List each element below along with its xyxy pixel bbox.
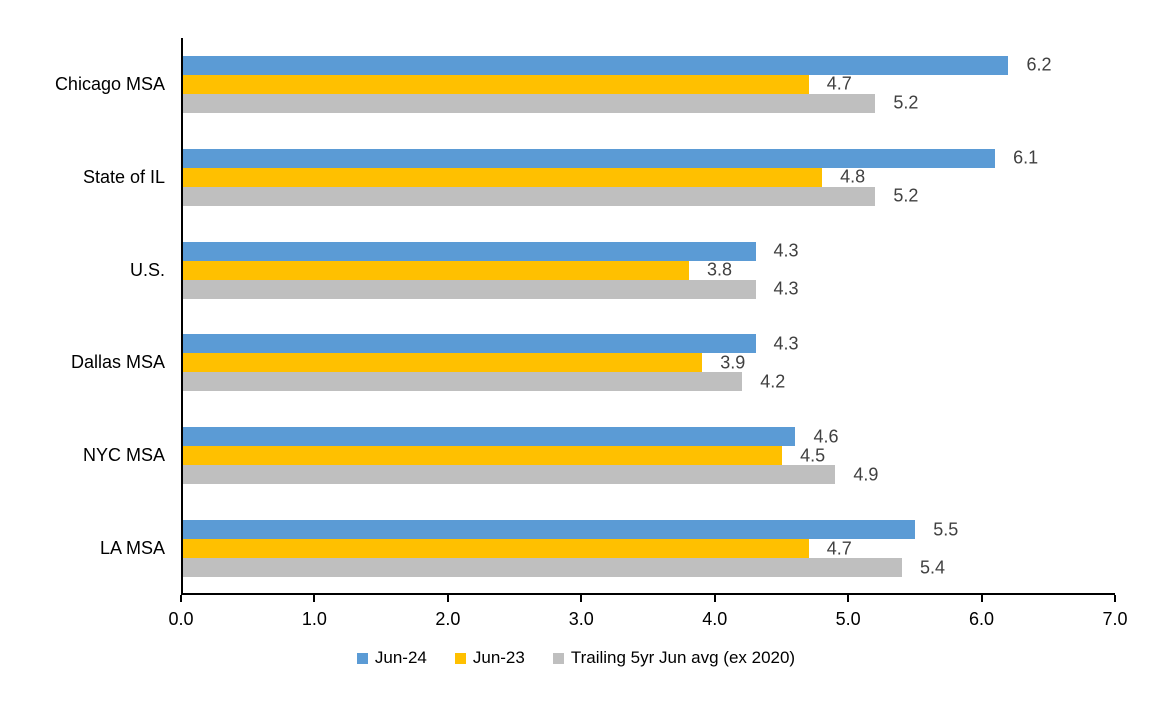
bar-group-chicago-msa: 6.2 4.7 5.2 xyxy=(183,38,1115,131)
legend-label: Jun-23 xyxy=(472,648,525,667)
value-label-trailing-5yr-jun-avg-ex-2020-state-of-il: 5.2 xyxy=(893,185,919,206)
bar-group-u-s: 4.3 3.8 4.3 xyxy=(183,224,1115,317)
plot-area: 6.2 4.7 5.2 6.1 4.8 5.2 4.3 3.8 4.3 4.3 3.9 4.2 4.6 4… xyxy=(181,38,1115,595)
legend-item-trailing-5yr-jun-avg-ex-2020: Trailing 5yr Jun avg (ex 2020) xyxy=(552,648,796,668)
bar-jun-24-u-s xyxy=(183,241,756,261)
category-label-nyc-msa: NYC MSA xyxy=(82,445,165,466)
bar-row: 4.6 xyxy=(183,426,1115,447)
y-axis-category-labels: Chicago MSA State of IL U.S. Dallas MSA NYC … xyxy=(0,38,165,595)
x-tick xyxy=(446,595,449,602)
bar-row: 4.3 xyxy=(183,333,1115,354)
bar-jun-24-la-msa xyxy=(183,520,916,540)
value-label-jun-23-nyc-msa: 4.5 xyxy=(800,445,826,466)
legend-label: Trailing 5yr Jun avg (ex 2020) xyxy=(570,648,796,667)
x-tick-label-4-0: 4.0 xyxy=(702,609,728,629)
bar-trailing-5yr-jun-avg-ex-2020-state-of-il xyxy=(183,186,876,206)
value-label-trailing-5yr-jun-avg-ex-2020-nyc-msa: 4.9 xyxy=(853,464,879,485)
legend-swatch-jun-23 xyxy=(454,652,466,664)
value-label-jun-24-chicago-msa: 6.2 xyxy=(1026,54,1052,75)
bar-row: 5.5 xyxy=(183,519,1115,540)
x-tick-label-7-0: 7.0 xyxy=(1102,609,1128,629)
category-label-chicago-msa: Chicago MSA xyxy=(54,73,165,94)
value-label-jun-23-state-of-il: 4.8 xyxy=(840,166,866,187)
bar-jun-23-state-of-il xyxy=(183,167,823,187)
value-label-jun-24-dallas-msa: 4.3 xyxy=(773,333,799,354)
bar-jun-23-chicago-msa xyxy=(183,74,809,94)
bar-jun-24-chicago-msa xyxy=(183,55,1009,75)
category-label-la-msa: LA MSA xyxy=(99,538,165,559)
category-label-u-s: U.S. xyxy=(129,259,165,280)
value-label-jun-24-la-msa: 5.5 xyxy=(933,519,959,540)
bar-row: 5.2 xyxy=(183,92,1115,113)
x-tick-label-5-0: 5.0 xyxy=(835,609,861,629)
bar-row: 4.7 xyxy=(183,538,1115,559)
bar-row: 4.7 xyxy=(183,73,1115,94)
bar-jun-24-state-of-il xyxy=(183,148,996,168)
x-tick xyxy=(713,595,716,602)
bar-row: 4.5 xyxy=(183,445,1115,466)
bar-group-la-msa: 5.5 4.7 5.4 xyxy=(183,502,1115,595)
bar-trailing-5yr-jun-avg-ex-2020-dallas-msa xyxy=(183,372,743,392)
value-label-jun-24-u-s: 4.3 xyxy=(773,240,799,261)
bar-jun-23-nyc-msa xyxy=(183,446,783,466)
legend-label: Jun-24 xyxy=(374,648,427,667)
value-label-trailing-5yr-jun-avg-ex-2020-chicago-msa: 5.2 xyxy=(893,92,919,113)
bar-trailing-5yr-jun-avg-ex-2020-nyc-msa xyxy=(183,465,836,485)
bar-trailing-5yr-jun-avg-ex-2020-u-s xyxy=(183,279,756,299)
x-tick xyxy=(180,595,182,602)
x-tick-label-1-0: 1.0 xyxy=(301,609,327,629)
bar-row: 4.9 xyxy=(183,464,1115,485)
x-tick-label-0-0: 0.0 xyxy=(168,609,194,629)
value-label-trailing-5yr-jun-avg-ex-2020-u-s: 4.3 xyxy=(773,278,799,299)
bar-jun-24-nyc-msa xyxy=(183,427,796,447)
value-label-jun-23-dallas-msa: 3.9 xyxy=(720,352,746,373)
x-tick xyxy=(1114,595,1116,602)
bar-group-nyc-msa: 4.6 4.5 4.9 xyxy=(183,409,1115,502)
bar-row: 5.2 xyxy=(183,185,1115,206)
bar-row: 6.1 xyxy=(183,147,1115,168)
bar-jun-24-dallas-msa xyxy=(183,334,756,354)
bar-row: 5.4 xyxy=(183,557,1115,578)
value-label-jun-23-u-s: 3.8 xyxy=(706,259,732,280)
value-label-trailing-5yr-jun-avg-ex-2020-dallas-msa: 4.2 xyxy=(760,371,786,392)
category-label-dallas-msa: Dallas MSA xyxy=(70,352,165,373)
value-label-jun-23-la-msa: 4.7 xyxy=(826,538,852,559)
x-axis: 0.0 1.0 2.0 3.0 4.0 5.0 6.0 7.0 xyxy=(168,595,1128,645)
bar-group-dallas-msa: 4.3 3.9 4.2 xyxy=(183,317,1115,410)
bar-row: 6.2 xyxy=(183,54,1115,75)
x-tick xyxy=(847,595,850,602)
category-label-state-of-il: State of IL xyxy=(82,166,165,187)
legend-swatch-trailing-5yr-jun-avg-ex-2020 xyxy=(552,652,564,664)
bar-row: 4.3 xyxy=(183,240,1115,261)
x-tick-label-3-0: 3.0 xyxy=(568,609,594,629)
bar-group-state-of-il: 6.1 4.8 5.2 xyxy=(183,131,1115,224)
bar-row: 4.8 xyxy=(183,166,1115,187)
value-label-jun-24-state-of-il: 6.1 xyxy=(1013,147,1039,168)
bar-row: 3.9 xyxy=(183,352,1115,373)
x-tick-label-2-0: 2.0 xyxy=(435,609,461,629)
bar-jun-23-la-msa xyxy=(183,539,809,559)
x-tick xyxy=(580,595,583,602)
bar-row: 3.8 xyxy=(183,259,1115,280)
legend-item-jun-23: Jun-23 xyxy=(454,648,525,668)
bar-trailing-5yr-jun-avg-ex-2020-chicago-msa xyxy=(183,93,876,113)
x-tick-label-6-0: 6.0 xyxy=(969,609,995,629)
x-tick xyxy=(313,595,316,602)
value-label-jun-23-chicago-msa: 4.7 xyxy=(826,73,852,94)
value-label-trailing-5yr-jun-avg-ex-2020-la-msa: 5.4 xyxy=(919,557,945,578)
bar-jun-23-dallas-msa xyxy=(183,353,703,373)
legend-swatch-jun-24 xyxy=(356,652,368,664)
bar-trailing-5yr-jun-avg-ex-2020-la-msa xyxy=(183,558,902,578)
bar-row: 4.3 xyxy=(183,278,1115,299)
bar-row: 4.2 xyxy=(183,371,1115,392)
x-tick xyxy=(980,595,983,602)
bar-jun-23-u-s xyxy=(183,260,689,280)
legend-item-jun-24: Jun-24 xyxy=(356,648,427,668)
value-label-jun-24-nyc-msa: 4.6 xyxy=(813,426,839,447)
legend: Jun-24 Jun-23 Trailing 5yr Jun avg (ex 202… xyxy=(0,648,1152,668)
